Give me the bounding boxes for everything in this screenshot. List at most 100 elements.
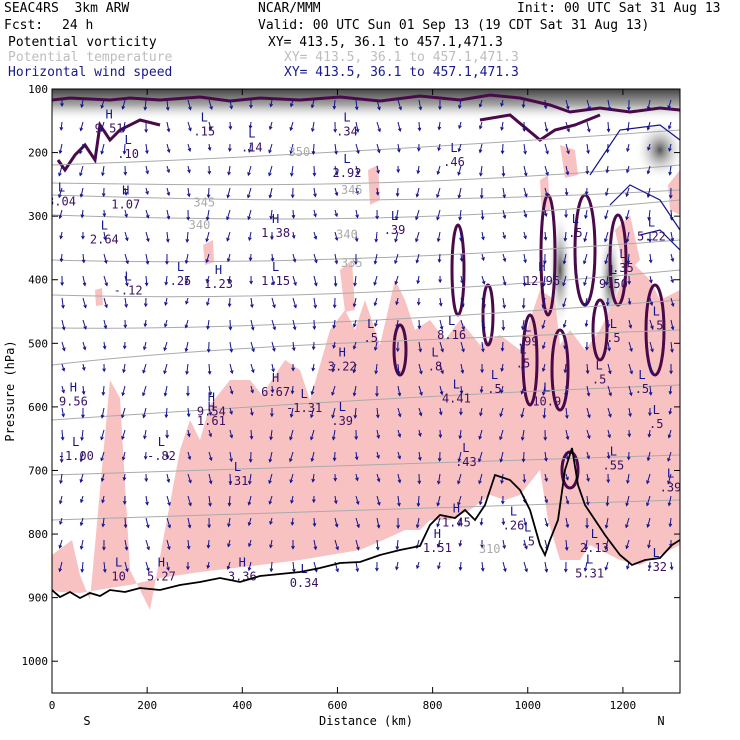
- wind-vector: [124, 561, 129, 572]
- extremum-marker: L: [431, 346, 438, 360]
- wind-vector: [166, 517, 171, 528]
- wind-vector-head: [460, 279, 464, 284]
- extremum-marker: H: [272, 212, 279, 226]
- wind-vector: [122, 385, 126, 396]
- wind-vector-head: [229, 348, 234, 353]
- wind-vector: [355, 473, 358, 481]
- extremum-value: .39: [384, 223, 406, 237]
- wind-vector-head: [208, 433, 213, 438]
- wind-vector-head: [457, 171, 461, 176]
- wind-vector: [478, 451, 483, 462]
- wind-vector: [81, 561, 84, 572]
- wind-vector-head: [59, 258, 64, 263]
- wind-vector: [668, 429, 672, 438]
- wind-vector: [206, 231, 210, 242]
- wind-vector-head: [311, 478, 316, 483]
- wind-vector-head: [606, 323, 611, 328]
- wind-vector: [187, 143, 191, 152]
- wind-vector-head: [167, 502, 171, 507]
- wind-vector-head: [83, 304, 87, 309]
- extremum-value: 10.9: [532, 395, 561, 409]
- extremum-value: 1.45: [442, 516, 471, 530]
- extremum-value: .5: [521, 535, 535, 549]
- wind-vector: [227, 561, 231, 570]
- wind-vector-head: [563, 237, 568, 242]
- extremum-marker: H: [215, 263, 222, 277]
- wind-vector: [270, 429, 273, 440]
- wind-vector-head: [625, 545, 629, 550]
- wind-vector: [187, 495, 192, 506]
- wind-vector: [521, 429, 525, 440]
- wind-vector: [312, 143, 315, 154]
- wind-vector: [81, 99, 84, 108]
- wind-vector: [544, 561, 548, 572]
- wind-vector-head: [418, 106, 423, 111]
- wind-vector-head: [186, 545, 191, 550]
- wind-vector: [103, 561, 106, 572]
- wind-vector-head: [101, 523, 106, 528]
- wind-vector: [437, 561, 441, 569]
- wind-vector-head: [564, 392, 568, 397]
- wind-vector: [439, 407, 442, 415]
- wind-vector-head: [667, 480, 671, 485]
- wind-vector: [415, 209, 420, 220]
- wind-vector: [250, 429, 253, 439]
- wind-vector-head: [62, 347, 66, 352]
- wind-vector-head: [102, 368, 106, 373]
- wind-vector: [376, 429, 380, 439]
- wind-vector-head: [208, 126, 213, 131]
- wind-vector-head: [268, 126, 273, 131]
- wind-vector: [226, 209, 231, 220]
- wind-vector-head: [124, 303, 128, 308]
- wind-vector: [502, 209, 506, 219]
- wind-vector-head: [418, 348, 423, 353]
- wind-vector-head: [354, 238, 359, 243]
- wind-vector-head: [564, 191, 569, 196]
- wind-vector: [313, 209, 317, 217]
- wind-vector-head: [375, 215, 380, 220]
- extremum-marker: L: [610, 317, 617, 331]
- wind-vector-head: [79, 172, 83, 177]
- wind-vector: [270, 99, 273, 107]
- wind-vector-head: [625, 524, 629, 529]
- wind-vector-head: [458, 216, 462, 221]
- wind-vector-head: [605, 281, 609, 286]
- wind-vector-head: [59, 520, 63, 526]
- wind-vector-head: [648, 238, 652, 243]
- wind-vector-head: [61, 326, 66, 331]
- wind-vector-head: [646, 457, 651, 462]
- wind-vector-head: [310, 458, 315, 463]
- wind-vector-head: [82, 346, 87, 351]
- wind-vector-head: [207, 170, 212, 175]
- wind-vector-head: [335, 546, 339, 551]
- theta-contour-label: 310: [479, 542, 501, 556]
- wind-vector: [586, 451, 590, 459]
- wind-vector-head: [100, 436, 104, 441]
- wind-vector-head: [523, 172, 528, 177]
- wind-vector-head: [310, 391, 315, 396]
- wind-vector-head: [669, 566, 674, 571]
- wind-vector: [290, 407, 294, 417]
- wind-vector: [396, 539, 399, 550]
- wind-vector-head: [626, 148, 630, 153]
- wind-vector-head: [522, 282, 527, 287]
- wind-vector-head: [625, 216, 629, 221]
- wind-vector: [289, 429, 294, 440]
- wind-vector-head: [270, 257, 275, 262]
- wind-vector: [670, 561, 673, 570]
- wind-vector: [543, 407, 546, 418]
- wind-vector-head: [521, 326, 525, 331]
- wind-vector-head: [79, 499, 84, 504]
- wind-vector-head: [480, 216, 485, 221]
- wind-vector-head: [186, 413, 191, 418]
- wind-vector: [605, 517, 609, 528]
- extremum-marker: L: [301, 562, 308, 576]
- wind-vector-head: [586, 477, 590, 482]
- wind-vector: [354, 275, 357, 286]
- wind-vector: [439, 385, 443, 395]
- wind-vector: [501, 473, 504, 484]
- wind-vector: [79, 143, 84, 154]
- wind-vector-head: [376, 434, 381, 439]
- wind-vector-head: [311, 346, 316, 351]
- wind-vector-head: [246, 194, 251, 199]
